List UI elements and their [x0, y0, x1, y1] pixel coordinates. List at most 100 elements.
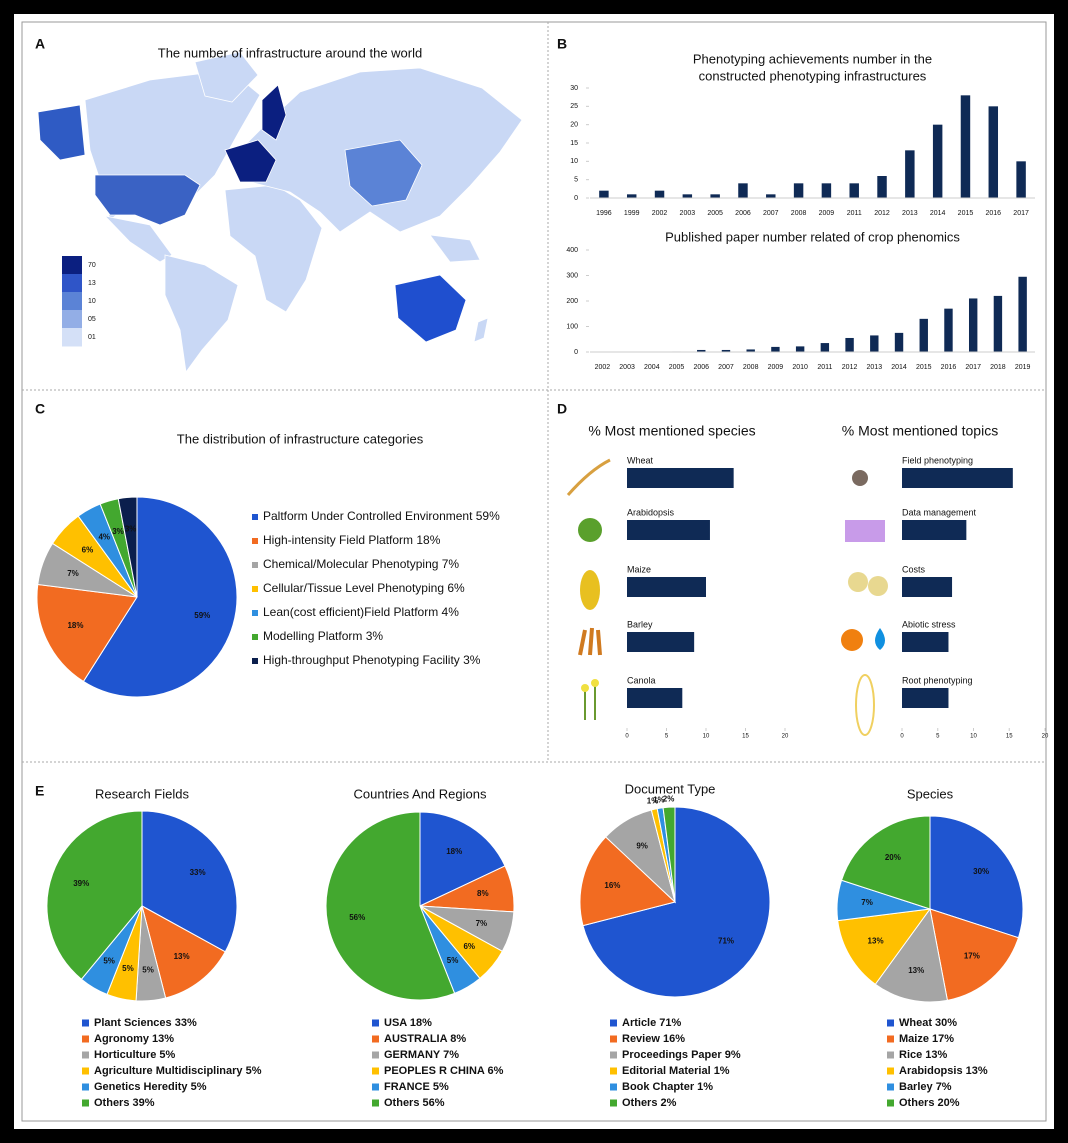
chart-title: Species — [907, 786, 954, 801]
y-tick-label: 0 — [574, 195, 578, 202]
legend-label: Modelling Platform 3% — [263, 629, 383, 643]
bar — [988, 106, 999, 198]
colorbar-label: 01 — [88, 334, 96, 341]
icon — [841, 629, 863, 651]
chart-title: constructed phenotyping infrastructures — [699, 68, 927, 83]
legend-label: Review 16% — [622, 1033, 685, 1045]
bar — [894, 332, 904, 352]
legend-label: Others 56% — [384, 1097, 445, 1109]
colorbar-label: 70 — [88, 262, 96, 269]
legend-swatch — [372, 1067, 379, 1075]
pie-slice — [141, 905, 226, 999]
legend-label: Genetics Heredity 5% — [94, 1081, 207, 1093]
slice-label: 7% — [861, 898, 873, 907]
slice-label: 33% — [190, 868, 206, 877]
icon — [578, 627, 602, 656]
x-tick-label: 2016 — [941, 364, 957, 371]
x-tick-label: 2018 — [990, 364, 1006, 371]
legend-label: USA 18% — [384, 1017, 432, 1029]
panel-label: B — [557, 36, 567, 52]
slice-label: 6% — [463, 942, 475, 951]
pie-slice — [36, 583, 138, 683]
legend-swatch — [610, 1051, 617, 1059]
legend-swatch — [887, 1035, 894, 1043]
category-label: Barley — [627, 619, 653, 629]
x-tick-label: 15 — [1006, 734, 1013, 740]
bar — [795, 346, 805, 352]
legend-swatch — [610, 1099, 617, 1107]
legend-swatch — [610, 1067, 617, 1075]
bar — [993, 295, 1003, 352]
x-tick-label: 2004 — [644, 364, 660, 371]
x-tick-label: 2009 — [819, 210, 835, 217]
legend-label: Plant Sciences 33% — [94, 1017, 197, 1029]
x-tick-label: 2015 — [958, 210, 974, 217]
slice-label: 4% — [98, 533, 110, 542]
bar — [960, 95, 971, 198]
x-tick-label: 2009 — [768, 364, 784, 371]
panel-label: C — [35, 401, 45, 417]
slice-label: 5% — [447, 956, 459, 965]
chart-title: The distribution of infrastructure categ… — [177, 431, 424, 446]
slice-label: 7% — [476, 919, 488, 928]
slice-label: 71% — [718, 937, 734, 946]
bar — [746, 349, 755, 352]
bar — [932, 124, 943, 198]
y-tick-label: 25 — [570, 103, 578, 110]
legend-swatch — [372, 1083, 379, 1091]
y-tick-label: 300 — [566, 272, 578, 279]
legend-swatch — [82, 1083, 89, 1091]
legend-label: Wheat 30% — [899, 1017, 957, 1029]
pie-slice — [82, 496, 238, 698]
legend-swatch — [372, 1051, 379, 1059]
bar — [820, 343, 830, 352]
legend-swatch — [610, 1035, 617, 1043]
bar — [682, 194, 693, 198]
x-tick-label: 2008 — [791, 210, 807, 217]
slice-label: 13% — [868, 936, 884, 945]
x-tick-label: 2007 — [763, 210, 779, 217]
slice-label: 2% — [663, 794, 675, 803]
pie-slice — [46, 810, 143, 980]
legend-swatch — [887, 1083, 894, 1091]
slice-label: 9% — [636, 842, 648, 851]
bar — [968, 298, 978, 352]
x-tick-label: 2011 — [847, 210, 862, 217]
bar — [697, 349, 706, 352]
x-tick-label: 2014 — [930, 210, 946, 217]
icon — [580, 570, 600, 610]
x-tick-label: 2006 — [693, 364, 709, 371]
slice-label: 8% — [477, 889, 489, 898]
bar — [627, 577, 706, 597]
pie-slice — [837, 908, 932, 985]
slice-label: 59% — [194, 611, 210, 620]
legend-swatch — [372, 1099, 379, 1107]
legend-swatch — [82, 1051, 89, 1059]
panel-label: D — [557, 401, 567, 417]
legend-label: Article 71% — [622, 1017, 682, 1029]
category-label: Root phenotyping — [902, 675, 973, 685]
pie-slice — [662, 806, 676, 903]
slice-label: 1% — [647, 797, 659, 806]
legend-swatch — [252, 634, 258, 640]
region — [194, 51, 259, 103]
legend-label: Maize 17% — [899, 1033, 954, 1045]
icon — [875, 628, 885, 650]
slice-label: 39% — [73, 879, 89, 888]
legend-swatch — [82, 1019, 89, 1027]
y-tick-label: 100 — [566, 323, 578, 330]
icon — [855, 674, 875, 736]
legend-swatch — [252, 514, 258, 520]
region — [224, 139, 277, 183]
icon — [581, 684, 589, 692]
colorbar-label: 13 — [88, 280, 96, 287]
legend-label: Editorial Material 1% — [622, 1065, 730, 1077]
legend-label: High-intensity Field Platform 18% — [263, 533, 441, 547]
slice-label: 5% — [122, 964, 134, 973]
bar — [1018, 276, 1027, 352]
slice-label: 13% — [908, 966, 924, 975]
legend-swatch — [82, 1099, 89, 1107]
x-tick-label: 2002 — [595, 364, 611, 371]
x-tick-label: 0 — [900, 734, 904, 740]
x-tick-label: 2011 — [817, 364, 832, 371]
